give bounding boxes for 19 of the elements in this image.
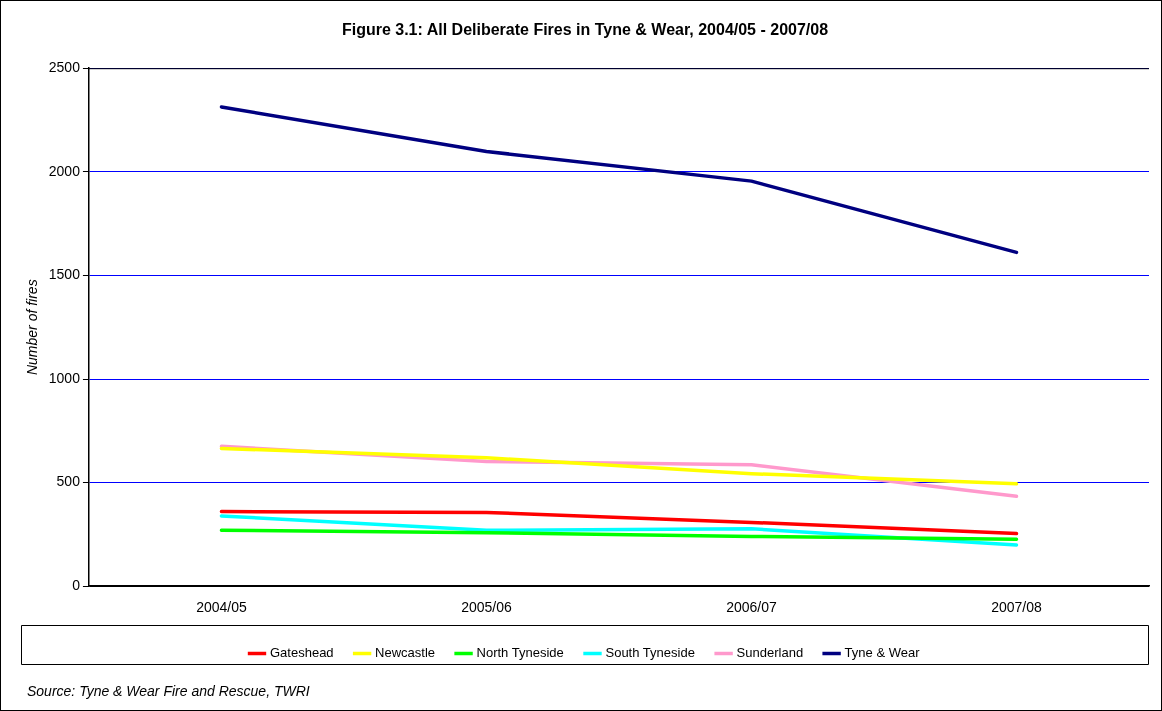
x-tick-label: 2005/06 — [461, 599, 512, 616]
y-tick-label: 500 — [56, 473, 81, 490]
legend-label: Tyne & Wear — [844, 645, 921, 661]
x-tick-label: 2004/05 — [196, 599, 247, 616]
y-tick-label: 1000 — [48, 369, 81, 386]
x-tick-label: 2006/07 — [726, 599, 777, 616]
y-tick-label: 2500 — [48, 59, 81, 76]
y-axis-title: Number of fires — [24, 279, 41, 376]
legend-label: North Tyneside — [476, 645, 564, 661]
y-tick-label: 2000 — [48, 162, 81, 179]
chart-title: Figure 3.1: All Deliberate Fires in Tyne & Wear, 2004/05 - 2007/08 — [341, 21, 829, 39]
legend-label: Sunderland — [736, 645, 804, 661]
legend-label: South Tyneside — [605, 645, 695, 661]
legend-label: Newcastle — [375, 645, 436, 661]
x-tick-label: 2007/08 — [991, 599, 1043, 616]
legend-label: Gateshead — [269, 645, 334, 661]
y-tick-label: 1500 — [48, 266, 81, 283]
source-note: Source: Tyne & Wear Fire and Rescue, TWRI — [27, 683, 310, 699]
y-tick-label: 0 — [72, 577, 81, 594]
